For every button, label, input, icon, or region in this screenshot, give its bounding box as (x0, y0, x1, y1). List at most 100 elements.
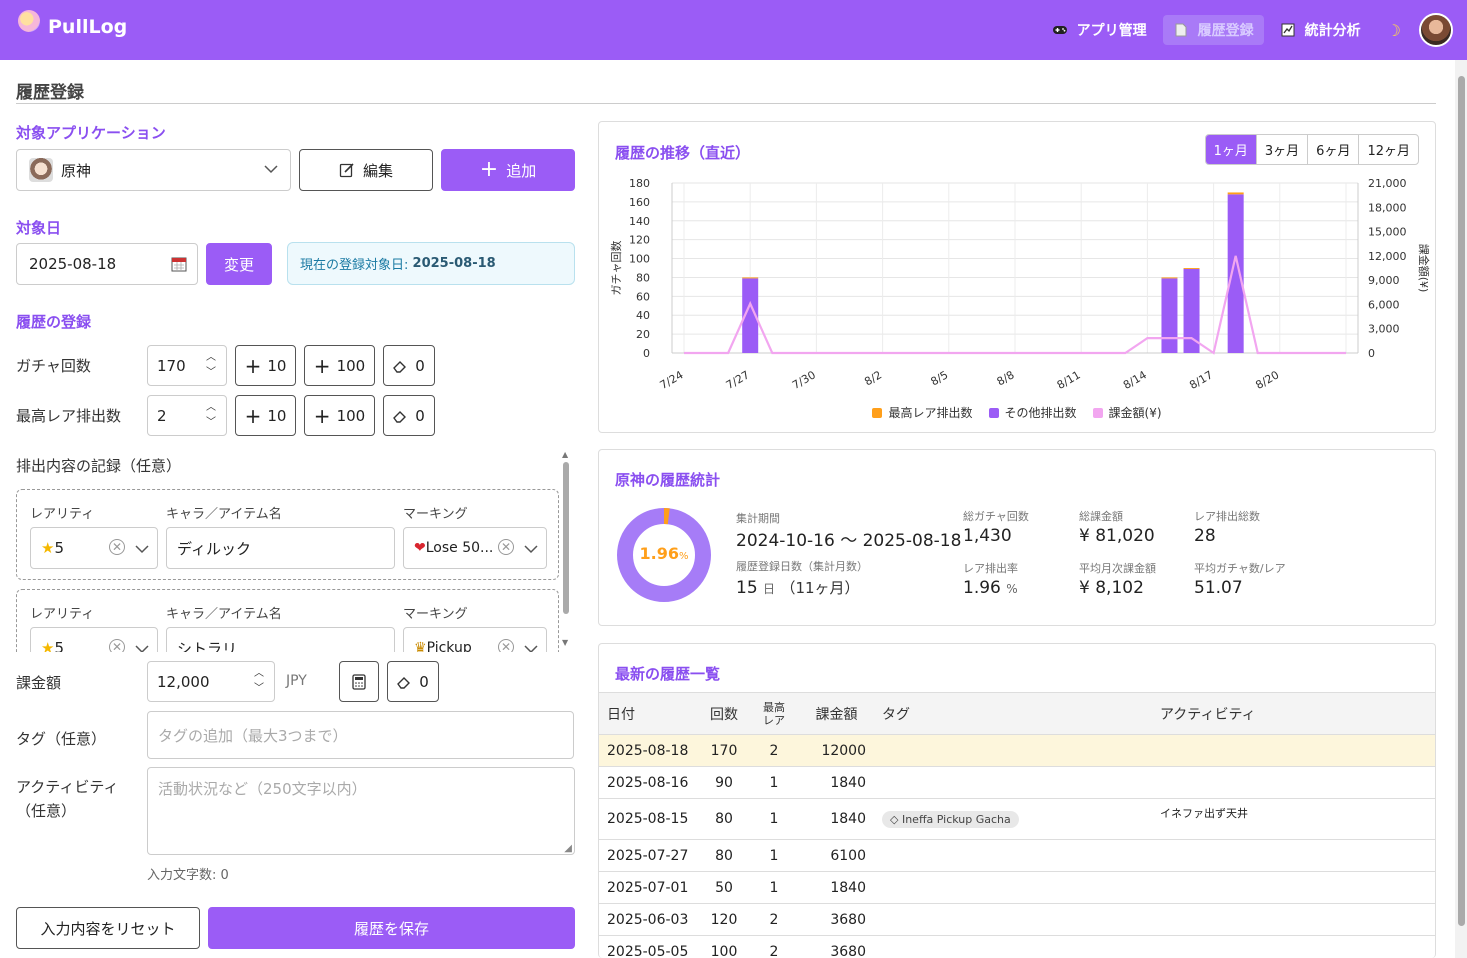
gacha-count-value: 170 (157, 356, 186, 375)
dark-mode-moon-icon[interactable]: ☽ (1386, 20, 1401, 40)
col-rare-line1: 最高 (763, 700, 785, 714)
nav-history-register[interactable]: 履歴登録 (1162, 15, 1264, 45)
x-tick-label: 8/17 (1187, 368, 1215, 392)
tab-12-months[interactable]: 12ヶ月 (1358, 135, 1418, 164)
reset-button[interactable]: 入力内容をリセット (16, 907, 200, 949)
activity-placeholder: 活動状況など（250文字以内） (158, 780, 367, 798)
inc-label: 10 (267, 406, 287, 425)
scrollbar-thumb[interactable] (1458, 76, 1465, 926)
history-table: 日付 回数 最高 レア 課金額 タグ アクティビティ 2025-08-18 170 2… (599, 692, 1435, 958)
number-stepper[interactable]: ︿ ﹀ (206, 352, 216, 378)
rarity-select[interactable]: ★ 5 ✕ (30, 627, 158, 652)
date-input[interactable]: 2025-08-18 (16, 243, 198, 285)
calculator-icon (352, 673, 366, 690)
clear-icon[interactable]: ✕ (109, 539, 125, 555)
table-row[interactable]: 2025-08-18 170 2 12000 (599, 734, 1435, 767)
legend-charge[interactable]: 課金額(¥) (1092, 404, 1162, 421)
app-logo[interactable]: PullLog (18, 10, 127, 38)
marking-header: マーキング (403, 607, 468, 622)
drop-entry: レアリティ キャラ／アイテム名 マーキング ★ 5 ✕ ディルック ❤ Lose 5… (16, 489, 559, 580)
tab-1-month[interactable]: 1ヶ月 (1205, 135, 1256, 164)
cell-charge: 3680 (799, 935, 874, 958)
resize-handle-icon[interactable]: ◢ (564, 843, 572, 854)
change-date-button[interactable]: 変更 (206, 243, 272, 285)
col-charge[interactable]: 課金額 (799, 692, 874, 735)
col-date[interactable]: 日付 (599, 692, 699, 735)
table-row[interactable]: 2025-08-16 90 1 1840 (599, 766, 1435, 799)
zero-label: 0 (415, 356, 425, 375)
rare-count-input[interactable]: 2 ︿ ﹀ (147, 395, 227, 436)
number-stepper[interactable]: ︿ ﹀ (254, 668, 264, 694)
legend-rare[interactable]: 最高レア排出数 (872, 404, 973, 421)
cell-date: 2025-06-03 (599, 903, 699, 936)
tab-3-months[interactable]: 3ヶ月 (1255, 135, 1307, 164)
rarity-select[interactable]: ★ 5 ✕ (30, 527, 158, 569)
rare-add-100-button[interactable]: +100 (304, 395, 375, 436)
cell-activity (1152, 839, 1435, 872)
rare-rate-key: レア排出率 (963, 562, 1018, 575)
col-rare-line2: レア (763, 713, 785, 727)
bar-rare (1183, 268, 1200, 269)
clear-icon[interactable]: ✕ (498, 639, 514, 652)
marking-select[interactable]: ♛ Pickup ✕ (403, 627, 547, 652)
calendar-icon[interactable] (171, 256, 187, 272)
table-row[interactable]: 2025-08-15 80 1 1840 ◇ Ineffa Pickup Gacha イネ… (599, 798, 1435, 840)
top-bar: PullLog アプリ管理 履歴登録 統計分析 ☽ (0, 0, 1467, 60)
clear-icon[interactable]: ✕ (498, 539, 514, 555)
table-row[interactable]: 2025-06-03 120 2 3680 (599, 903, 1435, 936)
drops-list: レアリティ キャラ／アイテム名 マーキング ★ 5 ✕ ディルック ❤ Lose 5… (16, 480, 560, 652)
item-name-input[interactable]: シトラリ (166, 627, 395, 652)
cell-activity (1152, 871, 1435, 904)
marking-select[interactable]: ❤ Lose 50... ✕ (403, 527, 547, 569)
name-header: キャラ／アイテム名 (166, 507, 282, 522)
user-avatar[interactable] (1419, 13, 1453, 47)
app-select[interactable]: 原神 (16, 149, 291, 191)
date-input-value: 2025-08-18 (29, 255, 117, 273)
activity-textarea[interactable]: 活動状況など（250文字以内） ◢ (147, 767, 575, 855)
gacha-count-label: ガチャ回数 (16, 357, 91, 375)
number-stepper[interactable]: ︿ ﹀ (206, 402, 216, 428)
gacha-add-100-button[interactable]: +100 (304, 345, 375, 386)
y-tick-left: 20 (636, 328, 650, 341)
page-scrollbar[interactable] (1455, 60, 1467, 958)
col-count[interactable]: 回数 (699, 692, 749, 735)
history-title: 最新の履歴一覧 (615, 665, 721, 683)
days-value: 15 日 （11ヶ月） (736, 577, 860, 598)
drops-scrollbar[interactable]: ▲ ▼ (562, 450, 569, 647)
charge-input[interactable]: 12,000 ︿ ﹀ (147, 661, 275, 702)
edit-app-button[interactable]: 編集 (299, 149, 433, 191)
x-tick-label: 8/11 (1055, 368, 1083, 392)
item-name-input[interactable]: ディルック (166, 527, 395, 569)
y-tick-left: 100 (629, 253, 650, 266)
gacha-add-10-button[interactable]: +10 (235, 345, 296, 386)
add-app-button[interactable]: + 追加 (441, 149, 575, 191)
gacha-count-input[interactable]: 170 ︿ ﹀ (147, 345, 227, 386)
gacha-clear-button[interactable]: 0 (383, 345, 435, 386)
nav-stats-analysis[interactable]: 統計分析 (1270, 15, 1371, 45)
legend-other[interactable]: その他排出数 (988, 404, 1077, 421)
cell-activity: イネファ出ず天井 (1152, 798, 1435, 840)
drops-scrollbar-thumb[interactable] (563, 462, 569, 614)
rare-add-10-button[interactable]: +10 (235, 395, 296, 436)
inc-label: 100 (336, 356, 366, 375)
y-tick-left: 80 (636, 271, 650, 284)
table-row[interactable]: 2025-07-01 50 1 1840 (599, 871, 1435, 904)
col-tag[interactable]: タグ (874, 692, 1152, 735)
charge-clear-button[interactable]: 0 (387, 661, 439, 702)
table-row[interactable]: 2025-05-05 100 2 3680 (599, 935, 1435, 958)
clear-icon[interactable]: ✕ (109, 639, 125, 652)
tag-label: タグ（任意） (16, 730, 107, 748)
col-activity[interactable]: アクティビティ (1152, 692, 1435, 735)
cell-tag (874, 871, 1152, 904)
rare-clear-button[interactable]: 0 (383, 395, 435, 436)
col-rare[interactable]: 最高 レア (749, 692, 799, 735)
cell-activity (1152, 903, 1435, 936)
nav-app-management[interactable]: アプリ管理 (1042, 15, 1157, 45)
tag-chip[interactable]: ◇ Ineffa Pickup Gacha (882, 810, 1019, 828)
tab-6-months[interactable]: 6ヶ月 (1307, 135, 1358, 164)
cell-tag (874, 839, 1152, 872)
table-row[interactable]: 2025-07-27 80 1 6100 (599, 839, 1435, 872)
calculator-button[interactable] (339, 661, 379, 702)
tag-input[interactable]: タグの追加（最大3つまで） (147, 711, 574, 759)
save-history-button[interactable]: 履歴を保存 (208, 907, 575, 949)
